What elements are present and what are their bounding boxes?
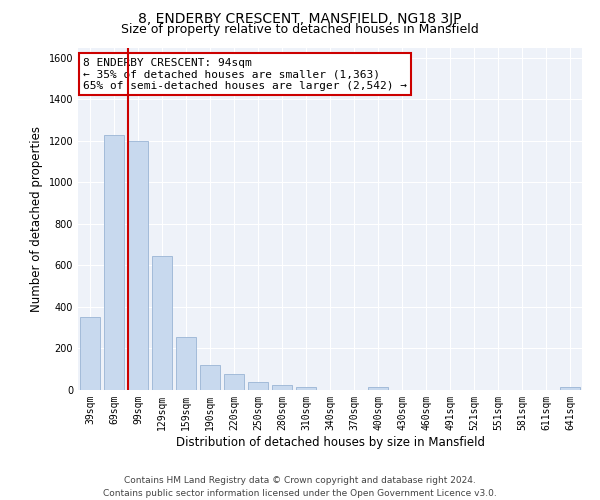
Bar <box>224 374 244 390</box>
Text: Contains HM Land Registry data © Crown copyright and database right 2024.
Contai: Contains HM Land Registry data © Crown c… <box>103 476 497 498</box>
Bar <box>296 387 316 390</box>
Bar <box>200 365 220 390</box>
Bar <box>176 337 196 390</box>
Bar <box>560 387 580 390</box>
Bar <box>368 387 388 390</box>
Text: 8 ENDERBY CRESCENT: 94sqm
← 35% of detached houses are smaller (1,363)
65% of se: 8 ENDERBY CRESCENT: 94sqm ← 35% of detac… <box>83 58 407 91</box>
Bar <box>128 141 148 390</box>
Bar <box>104 134 124 390</box>
Text: Size of property relative to detached houses in Mansfield: Size of property relative to detached ho… <box>121 22 479 36</box>
Bar <box>152 256 172 390</box>
Y-axis label: Number of detached properties: Number of detached properties <box>30 126 43 312</box>
Bar <box>248 382 268 390</box>
Text: 8, ENDERBY CRESCENT, MANSFIELD, NG18 3JP: 8, ENDERBY CRESCENT, MANSFIELD, NG18 3JP <box>138 12 462 26</box>
Bar <box>80 318 100 390</box>
Bar <box>272 385 292 390</box>
X-axis label: Distribution of detached houses by size in Mansfield: Distribution of detached houses by size … <box>176 436 485 448</box>
